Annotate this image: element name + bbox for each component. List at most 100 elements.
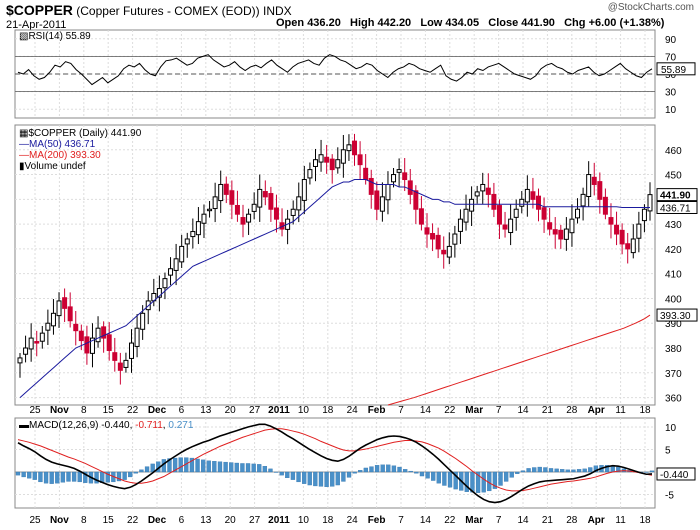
price-tick-label: 370 [665, 369, 682, 380]
x-tick-label-lower: 14 [517, 515, 529, 526]
x-tick-label-upper: 14 [517, 405, 529, 416]
candle-body [402, 172, 408, 181]
candle-body [485, 187, 491, 195]
candle-body [430, 233, 436, 240]
macd-histogram-bar [324, 471, 329, 488]
macd-histogram-bar [520, 470, 526, 473]
macd-histogram-bar [49, 471, 54, 484]
candle-body [240, 217, 246, 225]
candle-body [17, 357, 23, 364]
macd-current-box [656, 467, 696, 481]
candle-body [234, 204, 240, 215]
macd-histogram-bar [318, 471, 324, 487]
macd-histogram-bar [543, 467, 548, 473]
x-tick-label-upper: 10 [298, 405, 310, 416]
candle-body [452, 233, 458, 245]
candle-body [117, 362, 123, 371]
macd-tick-label: -5 [665, 491, 674, 502]
ma50-line [19, 179, 651, 398]
symbol-name: (Copper Futures - COMEX (EOD)) [76, 4, 260, 18]
macd-histogram-bar [66, 471, 71, 482]
candle-body [329, 158, 335, 171]
macd-histogram-bar [330, 471, 335, 487]
price-tick-label: 360 [665, 394, 682, 405]
candle-body [156, 288, 162, 298]
candle-body [435, 234, 441, 250]
macd-histogram-bar [32, 471, 37, 480]
volume-legend-text: Volume undef [24, 161, 86, 172]
macd-histogram-bar [128, 471, 133, 478]
macd-frame [14, 417, 656, 509]
macd-histogram-bar [604, 465, 610, 473]
candle-body [630, 238, 636, 254]
x-tick-label-lower: 8 [81, 515, 87, 526]
x-tick-label-lower: 11 [615, 515, 626, 526]
candle-body [168, 268, 174, 276]
macd-histogram-bar [234, 462, 239, 473]
x-tick-label-upper: 14 [420, 405, 432, 416]
candle-body [625, 243, 631, 250]
x-tick-label-upper: 8 [81, 405, 87, 416]
x-tick-label-lower: 18 [639, 515, 651, 526]
macd-histogram-bar [206, 460, 211, 473]
ma200-price-label: 393.30 [660, 311, 691, 322]
candle-body [641, 208, 647, 222]
x-tick-label-lower: Mar [465, 515, 483, 526]
candle-body [101, 326, 107, 339]
candle-body [558, 229, 564, 240]
macd-histogram-bar [397, 466, 402, 473]
candle-body [218, 183, 224, 202]
candle-body [502, 224, 508, 230]
rsi-legend-text: RSI(14) 55.89 [28, 31, 91, 42]
x-tick-label-upper: 22 [444, 405, 456, 416]
macd-histogram-bar [60, 471, 66, 483]
ma200-legend: —MA(200) 393.30 [19, 150, 101, 161]
ma50-legend: —MA(50) 436.71 [19, 139, 96, 150]
macd-legend-swatch: ▬ [19, 420, 29, 431]
candle-body [463, 208, 469, 223]
macd-histogram-bar [537, 466, 542, 473]
ma200-legend-text: MA(200) 393.30 [29, 150, 101, 161]
candle-body [340, 149, 346, 164]
macd-tick-label: 5 [665, 446, 671, 457]
macd-histogram-bar [116, 471, 122, 482]
candle-body [50, 312, 56, 327]
candle-body [352, 140, 358, 156]
macd-histogram-bar [268, 468, 273, 473]
close-price-label-box [656, 188, 698, 202]
macd-histogram-bar [71, 471, 77, 482]
macd-histogram-bar [386, 464, 391, 473]
candle-body [446, 245, 452, 258]
candle-body [223, 183, 229, 195]
candle-body [619, 229, 625, 245]
candle-body [575, 208, 581, 219]
ma50-legend-text: MA(50) 436.71 [29, 139, 96, 150]
x-tick-label-lower: 7 [496, 515, 502, 526]
rsi-panel: 10 30 50 70 90 55.89 [14, 29, 696, 119]
candle-body [591, 176, 597, 185]
chart-title: $COPPER (Copper Futures - COMEX (EOD)) I… [6, 2, 292, 18]
x-tick-label-lower: 21 [542, 515, 554, 526]
candle-body [106, 334, 112, 351]
macd-legend-value: -0.440 [101, 420, 130, 431]
ma200-price-label-box [656, 308, 698, 322]
candle-body [541, 207, 547, 220]
macd-histogram-bar [201, 459, 206, 473]
candle-body [441, 249, 447, 255]
price-legend-main-text: $COPPER (Daily) 441.90 [28, 128, 142, 139]
macd-histogram-bar [576, 469, 582, 473]
macd-histogram-bar [245, 463, 251, 473]
macd-histogram-bar [133, 471, 138, 474]
x-tick-label-upper: 20 [225, 405, 237, 416]
macd-histogram-bar [560, 469, 565, 473]
candle-body [229, 190, 235, 205]
macd-histogram-bar [83, 471, 88, 483]
x-tick-label-lower: Dec [148, 515, 167, 526]
x-tick-label-upper: Feb [368, 405, 386, 416]
macd-histogram-bar [593, 465, 599, 473]
macd-histogram-bar [509, 471, 514, 478]
macd-histogram-bar [526, 468, 531, 473]
candle-body [508, 218, 514, 234]
macd-histogram-bar [178, 457, 183, 473]
x-tick-label-lower: 18 [322, 515, 334, 526]
